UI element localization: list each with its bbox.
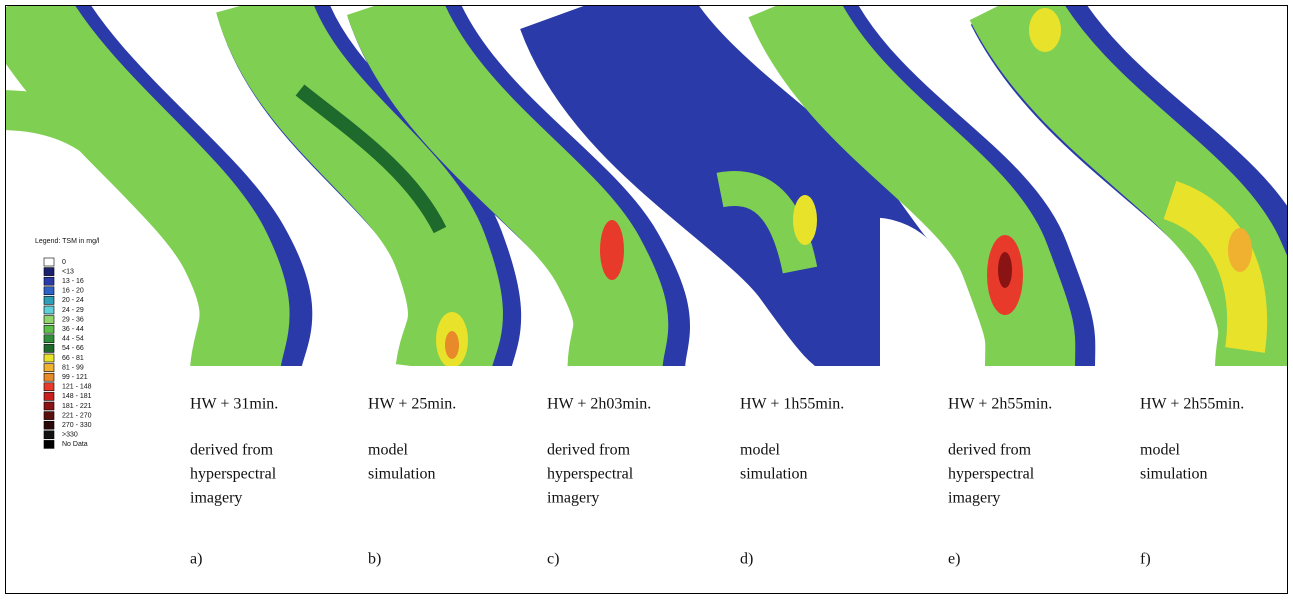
panel-description: imagery [948,490,1000,507]
panel-description: simulation [740,466,808,483]
legend-label: 66 - 81 [62,355,84,362]
river-f [1228,228,1252,272]
legend-swatch [44,354,54,362]
river-e [998,252,1012,288]
legend-label: No Data [62,441,88,448]
legend-title: Legend: TSM in mg/l [35,238,100,245]
river-b [445,331,459,359]
legend-label: 36 - 44 [62,326,84,333]
legend-label: 20 - 24 [62,297,84,304]
legend-label: 148 - 181 [62,393,92,400]
river-a [20,0,245,370]
panel-description: imagery [547,490,599,507]
panel-caption: HW + 1h55min. [740,396,844,413]
legend-label: <13 [62,268,74,275]
legend-label: 29 - 36 [62,316,84,323]
legend: 0 <13 13 - 16 16 - 20 20 - 24 24 - 29 29 - 36 3… [44,258,92,448]
river-d [793,195,817,245]
panel-letter: a) [190,551,202,568]
panel-letter: c) [547,551,559,568]
panel-caption: HW + 2h55min. [1140,396,1244,413]
panel-description: model [1140,442,1181,459]
legend-swatch [44,277,54,285]
legend-swatch [44,316,54,324]
river-c [600,220,624,280]
legend-label: 181 - 221 [62,403,92,410]
legend-swatch [44,287,54,295]
legend-swatch [44,431,54,439]
figure: Legend: TSM in mg/l 0 <13 13 - 16 16 - 20 20… [0,0,1293,605]
legend-swatch [44,306,54,314]
panel-caption: HW + 2h55min. [948,396,1052,413]
legend-label: 221 - 270 [62,412,92,419]
legend-label: 0 [62,259,66,266]
legend-swatch [44,421,54,429]
panel-description: derived from [190,442,274,459]
legend-label: 99 - 121 [62,374,88,381]
legend-swatch [44,440,54,448]
panel-description: hyperspectral [948,466,1035,483]
legend-swatch [44,402,54,410]
legend-label: 121 - 148 [62,384,92,391]
legend-swatch [44,296,54,304]
panel-description: simulation [368,466,436,483]
river-f [1029,8,1061,52]
legend-swatch [44,383,54,391]
panel-description: derived from [547,442,631,459]
panel-description: imagery [190,490,242,507]
panel-description: hyperspectral [547,466,634,483]
legend-label: 270 - 330 [62,422,92,429]
legend-label: 13 - 16 [62,278,84,285]
panel-letter: b) [368,551,381,568]
legend-swatch [44,258,54,266]
legend-label: >330 [62,432,78,439]
legend-label: 81 - 99 [62,364,84,371]
river-a [0,110,110,150]
legend-swatch [44,325,54,333]
legend-swatch [44,344,54,352]
river-maps [0,0,1278,370]
panel-letter: f) [1140,551,1151,568]
legend-swatch [44,364,54,372]
legend-label: 54 - 66 [62,345,84,352]
panel-letter: e) [948,551,960,568]
legend-swatch [44,392,54,400]
panel-description: hyperspectral [190,466,277,483]
panel-description: model [740,442,781,459]
legend-swatch [44,373,54,381]
legend-label: 24 - 29 [62,307,84,314]
figure-canvas: Legend: TSM in mg/l 0 <13 13 - 16 16 - 20 20… [0,0,1293,605]
panel-description: simulation [1140,466,1208,483]
legend-label: 44 - 54 [62,336,84,343]
legend-label: 16 - 20 [62,288,84,295]
panel-caption: HW + 25min. [368,396,456,413]
legend-swatch [44,268,54,276]
panel-caption: HW + 2h03min. [547,396,651,413]
legend-swatch [44,335,54,343]
panel-letter: d) [740,551,753,568]
panel-caption: HW + 31min. [190,396,278,413]
panel-description: model [368,442,409,459]
legend-swatch [44,412,54,420]
captions: HW + 31min. derived from hyperspectral imag… [190,396,1244,568]
panel-description: derived from [948,442,1032,459]
